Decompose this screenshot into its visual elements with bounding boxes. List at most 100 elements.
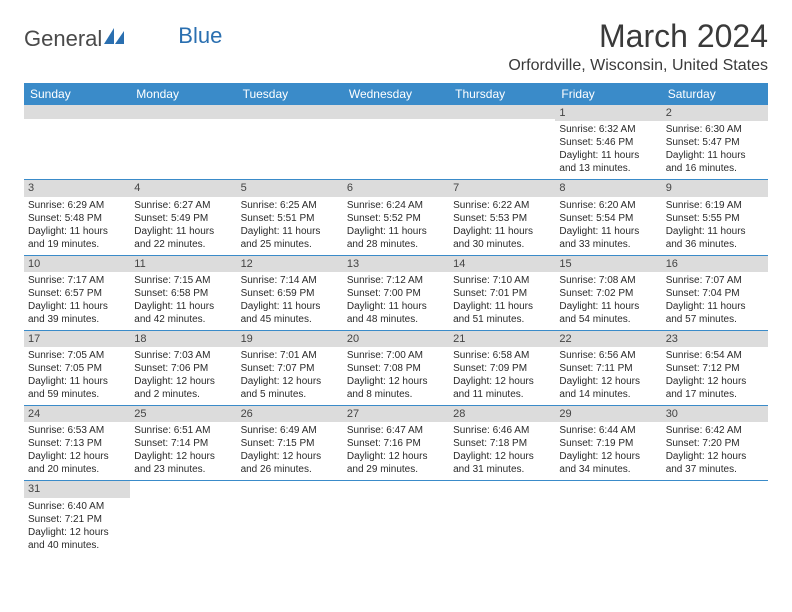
day-body: Sunrise: 6:56 AMSunset: 7:11 PMDaylight:… <box>555 347 661 405</box>
day-body: Sunrise: 6:47 AMSunset: 7:16 PMDaylight:… <box>343 422 449 480</box>
sunrise-text: Sunrise: 7:05 AM <box>28 349 126 362</box>
day-body: Sunrise: 7:00 AMSunset: 7:08 PMDaylight:… <box>343 347 449 405</box>
daylight-text: Daylight: 11 hours and 42 minutes. <box>134 300 232 326</box>
daylight-text: Daylight: 11 hours and 45 minutes. <box>241 300 339 326</box>
day-number: 25 <box>130 406 236 422</box>
sunrise-text: Sunrise: 6:56 AM <box>559 349 657 362</box>
day-cell: 2Sunrise: 6:30 AMSunset: 5:47 PMDaylight… <box>662 105 768 179</box>
daylight-text: Daylight: 11 hours and 54 minutes. <box>559 300 657 326</box>
day-cell: 4Sunrise: 6:27 AMSunset: 5:49 PMDaylight… <box>130 180 236 254</box>
day-cell: 19Sunrise: 7:01 AMSunset: 7:07 PMDayligh… <box>237 331 343 405</box>
day-cell: 7Sunrise: 6:22 AMSunset: 5:53 PMDaylight… <box>449 180 555 254</box>
day-number: 7 <box>449 180 555 196</box>
day-body: Sunrise: 7:12 AMSunset: 7:00 PMDaylight:… <box>343 272 449 330</box>
day-body: Sunrise: 6:58 AMSunset: 7:09 PMDaylight:… <box>449 347 555 405</box>
sunrise-text: Sunrise: 6:25 AM <box>241 199 339 212</box>
sunset-text: Sunset: 7:08 PM <box>347 362 445 375</box>
sunset-text: Sunset: 5:52 PM <box>347 212 445 225</box>
day-number <box>237 105 343 119</box>
day-number: 10 <box>24 256 130 272</box>
daylight-text: Daylight: 11 hours and 30 minutes. <box>453 225 551 251</box>
daylight-text: Daylight: 12 hours and 11 minutes. <box>453 375 551 401</box>
sunset-text: Sunset: 6:57 PM <box>28 287 126 300</box>
sunset-text: Sunset: 5:46 PM <box>559 136 657 149</box>
sunrise-text: Sunrise: 7:15 AM <box>134 274 232 287</box>
day-cell <box>24 105 130 179</box>
daylight-text: Daylight: 12 hours and 17 minutes. <box>666 375 764 401</box>
sunset-text: Sunset: 7:00 PM <box>347 287 445 300</box>
daylight-text: Daylight: 11 hours and 28 minutes. <box>347 225 445 251</box>
day-body: Sunrise: 6:53 AMSunset: 7:13 PMDaylight:… <box>24 422 130 480</box>
day-cell: 12Sunrise: 7:14 AMSunset: 6:59 PMDayligh… <box>237 256 343 330</box>
sunrise-text: Sunrise: 7:00 AM <box>347 349 445 362</box>
day-number: 15 <box>555 256 661 272</box>
daylight-text: Daylight: 12 hours and 14 minutes. <box>559 375 657 401</box>
day-body: Sunrise: 7:03 AMSunset: 7:06 PMDaylight:… <box>130 347 236 405</box>
header: General Blue March 2024 Orfordville, Wis… <box>24 18 768 75</box>
sunrise-text: Sunrise: 6:44 AM <box>559 424 657 437</box>
daylight-text: Daylight: 11 hours and 22 minutes. <box>134 225 232 251</box>
daylight-text: Daylight: 12 hours and 34 minutes. <box>559 450 657 476</box>
day-number: 18 <box>130 331 236 347</box>
day-number: 13 <box>343 256 449 272</box>
sunrise-text: Sunrise: 6:49 AM <box>241 424 339 437</box>
day-header-row: Sunday Monday Tuesday Wednesday Thursday… <box>24 83 768 105</box>
day-number: 2 <box>662 105 768 121</box>
daylight-text: Daylight: 12 hours and 40 minutes. <box>28 526 126 552</box>
sunset-text: Sunset: 6:59 PM <box>241 287 339 300</box>
day-cell: 22Sunrise: 6:56 AMSunset: 7:11 PMDayligh… <box>555 331 661 405</box>
sunset-text: Sunset: 5:48 PM <box>28 212 126 225</box>
sunrise-text: Sunrise: 7:03 AM <box>134 349 232 362</box>
logo-sail-icon <box>104 28 126 51</box>
sunrise-text: Sunrise: 7:17 AM <box>28 274 126 287</box>
daylight-text: Daylight: 11 hours and 25 minutes. <box>241 225 339 251</box>
day-body: Sunrise: 6:42 AMSunset: 7:20 PMDaylight:… <box>662 422 768 480</box>
day-body: Sunrise: 7:14 AMSunset: 6:59 PMDaylight:… <box>237 272 343 330</box>
week-row: 3Sunrise: 6:29 AMSunset: 5:48 PMDaylight… <box>24 180 768 255</box>
day-body: Sunrise: 6:44 AMSunset: 7:19 PMDaylight:… <box>555 422 661 480</box>
day-cell: 6Sunrise: 6:24 AMSunset: 5:52 PMDaylight… <box>343 180 449 254</box>
day-number: 21 <box>449 331 555 347</box>
daylight-text: Daylight: 11 hours and 59 minutes. <box>28 375 126 401</box>
day-cell: 8Sunrise: 6:20 AMSunset: 5:54 PMDaylight… <box>555 180 661 254</box>
sunset-text: Sunset: 7:21 PM <box>28 513 126 526</box>
day-number: 19 <box>237 331 343 347</box>
sunset-text: Sunset: 7:19 PM <box>559 437 657 450</box>
day-number <box>555 481 661 495</box>
daylight-text: Daylight: 12 hours and 29 minutes. <box>347 450 445 476</box>
week-row: 31Sunrise: 6:40 AMSunset: 7:21 PMDayligh… <box>24 481 768 555</box>
sunrise-text: Sunrise: 6:32 AM <box>559 123 657 136</box>
day-body: Sunrise: 6:22 AMSunset: 5:53 PMDaylight:… <box>449 197 555 255</box>
sunrise-text: Sunrise: 7:07 AM <box>666 274 764 287</box>
sunset-text: Sunset: 7:15 PM <box>241 437 339 450</box>
sunset-text: Sunset: 7:06 PM <box>134 362 232 375</box>
month-title: March 2024 <box>508 18 768 55</box>
daylight-text: Daylight: 12 hours and 20 minutes. <box>28 450 126 476</box>
day-cell: 17Sunrise: 7:05 AMSunset: 7:05 PMDayligh… <box>24 331 130 405</box>
daylight-text: Daylight: 12 hours and 8 minutes. <box>347 375 445 401</box>
sunset-text: Sunset: 7:05 PM <box>28 362 126 375</box>
day-number <box>130 481 236 495</box>
day-number: 23 <box>662 331 768 347</box>
sunrise-text: Sunrise: 6:46 AM <box>453 424 551 437</box>
sunrise-text: Sunrise: 6:22 AM <box>453 199 551 212</box>
sunset-text: Sunset: 7:12 PM <box>666 362 764 375</box>
daylight-text: Daylight: 12 hours and 26 minutes. <box>241 450 339 476</box>
day-number: 20 <box>343 331 449 347</box>
sunset-text: Sunset: 5:51 PM <box>241 212 339 225</box>
day-number: 6 <box>343 180 449 196</box>
sunset-text: Sunset: 5:53 PM <box>453 212 551 225</box>
sunrise-text: Sunrise: 6:29 AM <box>28 199 126 212</box>
daylight-text: Daylight: 11 hours and 57 minutes. <box>666 300 764 326</box>
sunrise-text: Sunrise: 6:30 AM <box>666 123 764 136</box>
day-cell: 13Sunrise: 7:12 AMSunset: 7:00 PMDayligh… <box>343 256 449 330</box>
sunrise-text: Sunrise: 6:19 AM <box>666 199 764 212</box>
day-body: Sunrise: 6:29 AMSunset: 5:48 PMDaylight:… <box>24 197 130 255</box>
day-cell: 28Sunrise: 6:46 AMSunset: 7:18 PMDayligh… <box>449 406 555 480</box>
day-number: 8 <box>555 180 661 196</box>
day-cell: 26Sunrise: 6:49 AMSunset: 7:15 PMDayligh… <box>237 406 343 480</box>
sunrise-text: Sunrise: 6:54 AM <box>666 349 764 362</box>
daylight-text: Daylight: 11 hours and 19 minutes. <box>28 225 126 251</box>
sunset-text: Sunset: 5:49 PM <box>134 212 232 225</box>
week-row: 1Sunrise: 6:32 AMSunset: 5:46 PMDaylight… <box>24 105 768 180</box>
